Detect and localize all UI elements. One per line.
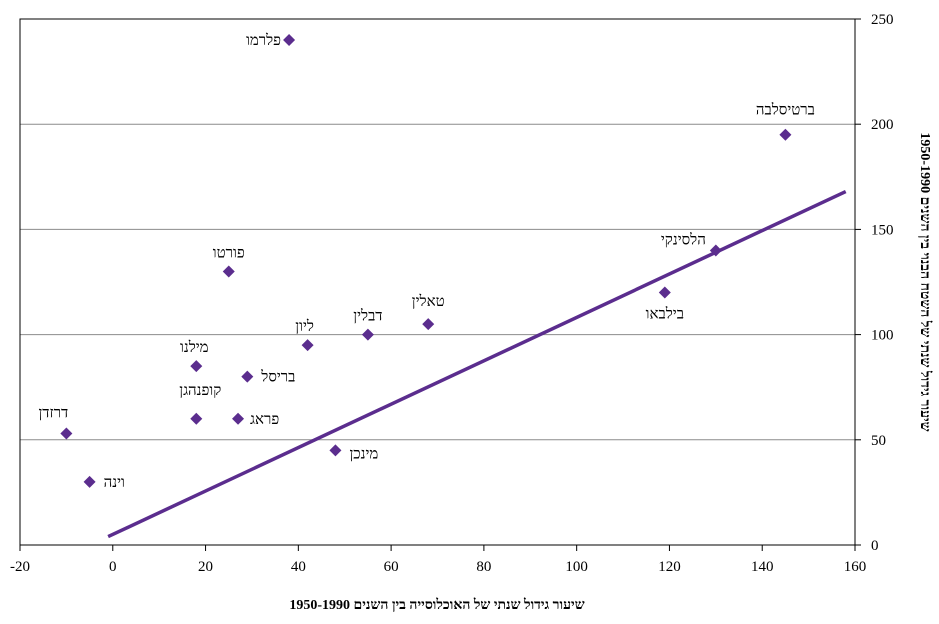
- data-point-marker: [779, 128, 792, 141]
- y-tick-label: 200: [871, 117, 894, 133]
- x-tick-label: 60: [384, 559, 399, 575]
- y-tick-label: 0: [871, 538, 879, 554]
- data-point-marker: [301, 339, 314, 352]
- data-point-label: פראג: [250, 412, 279, 428]
- data-point-label: הלסינקי: [661, 231, 706, 248]
- data-point-marker: [241, 370, 254, 383]
- y-tick-label: 250: [871, 12, 894, 28]
- data-point-marker: [658, 286, 671, 299]
- x-tick-label: 100: [565, 559, 588, 575]
- x-tick-label: 40: [291, 559, 306, 575]
- data-point-marker: [83, 475, 96, 488]
- data-point-label: טאלין: [412, 293, 445, 310]
- data-point-label: מילנו: [180, 339, 209, 356]
- x-tick-label: 160: [844, 559, 867, 575]
- y-tick-label: 150: [871, 222, 894, 238]
- trendline: [107, 189, 847, 539]
- data-point-marker: [422, 318, 435, 331]
- x-tick-label: 0: [109, 559, 117, 575]
- data-point-marker: [190, 360, 203, 373]
- y-tick-label: 50: [871, 433, 886, 449]
- data-point-marker: [709, 244, 722, 257]
- x-tick-label: 120: [658, 559, 681, 575]
- data-point-label: בריסל: [260, 369, 295, 386]
- data-point-marker: [190, 412, 203, 425]
- x-axis: -20 0 20 40 60 80 100 120 140 160: [10, 545, 866, 575]
- data-point-marker: [329, 444, 342, 457]
- data-point-label: קופנהגן: [179, 383, 221, 399]
- data-point-label: ליון: [295, 318, 314, 335]
- data-point-marker: [60, 427, 73, 440]
- x-tick-label: 80: [476, 559, 491, 575]
- x-tick-label: -20: [10, 559, 30, 575]
- data-point-label: ברטיסלבה: [756, 102, 815, 119]
- gridlines: [20, 123, 855, 441]
- x-axis-title: שיעור גידול שנתי של האוכלוסייה בין השנים…: [289, 597, 584, 613]
- y-tick-label: 100: [871, 328, 894, 344]
- data-point-marker: [361, 328, 374, 341]
- data-point-label: פלרמו: [246, 32, 281, 49]
- data-point-marker: [283, 34, 296, 47]
- data-points: פלרמו ברטיסלבה הלסינקי בילבאו פורטו טאלין דבלי…: [38, 32, 814, 491]
- data-point-label: בילבאו: [646, 306, 684, 323]
- data-point-label: וינה: [104, 475, 125, 491]
- data-point-label: דרזדן: [38, 405, 68, 421]
- data-point-label: דבלין: [353, 308, 382, 325]
- data-point-label: פורטו: [213, 245, 245, 261]
- x-tick-label: 20: [198, 559, 213, 575]
- y-axis: 0 50 100 150 200 250: [855, 12, 894, 554]
- plot-area: [19, 18, 856, 546]
- data-point-label: מינכן: [349, 446, 378, 462]
- data-point-marker: [232, 412, 245, 425]
- data-point-marker: [222, 265, 235, 278]
- y-axis-title: שיעור גידול שנתי של השטח הבנוי בין השנים…: [917, 132, 933, 431]
- x-tick-label: 140: [751, 559, 774, 575]
